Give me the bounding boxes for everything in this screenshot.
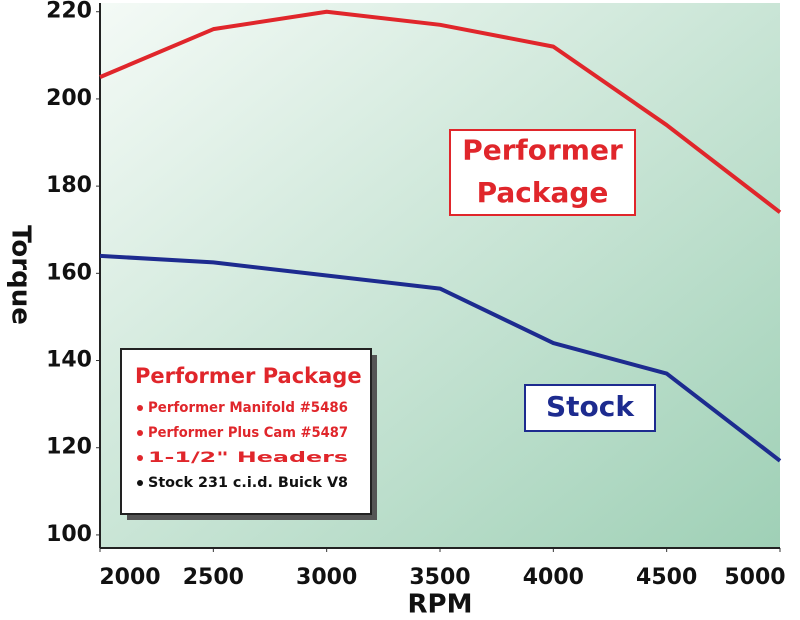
y-tick-label: 180 [46,173,92,198]
legend-item: 1-1/2" Headers [148,450,348,466]
y-tick-label: 100 [46,522,92,547]
y-tick-label: 160 [46,260,92,285]
x-tick-label: 4000 [523,565,584,590]
x-tick-label: 2000 [99,565,160,590]
annotation-text: Stock [546,390,635,423]
x-tick-label: 4500 [636,565,697,590]
annotation-box [449,129,636,216]
legend-bullet [137,480,143,486]
annotation-text: Package [477,176,609,209]
legend-bullet [137,430,143,436]
x-axis-title: RPM [408,590,473,620]
series-line [99,9,782,214]
annotation-text: Performer [462,133,623,166]
legend-bullet [137,455,143,461]
y-tick-label: 140 [46,348,92,373]
y-tick-label: 120 [46,435,92,460]
legend-title: Performer Package [135,364,362,388]
x-tick-label: 2500 [183,565,244,590]
legend-item: Performer Manifold #5486 [148,400,348,416]
legend-box [120,348,372,515]
x-tick-label: 5000 [724,565,785,590]
y-axis-title: Torque [6,225,36,325]
series-line [99,253,782,463]
legend-bullet [137,405,143,411]
y-tick-label: 200 [46,86,92,111]
x-tick-label: 3500 [409,565,470,590]
legend-item: Stock 231 c.i.d. Buick V8 [148,475,348,491]
annotation-box [524,384,656,432]
x-tick-label: 3000 [296,565,357,590]
y-tick-label: 220 [46,0,92,24]
legend-item: Performer Plus Cam #5487 [148,425,348,441]
